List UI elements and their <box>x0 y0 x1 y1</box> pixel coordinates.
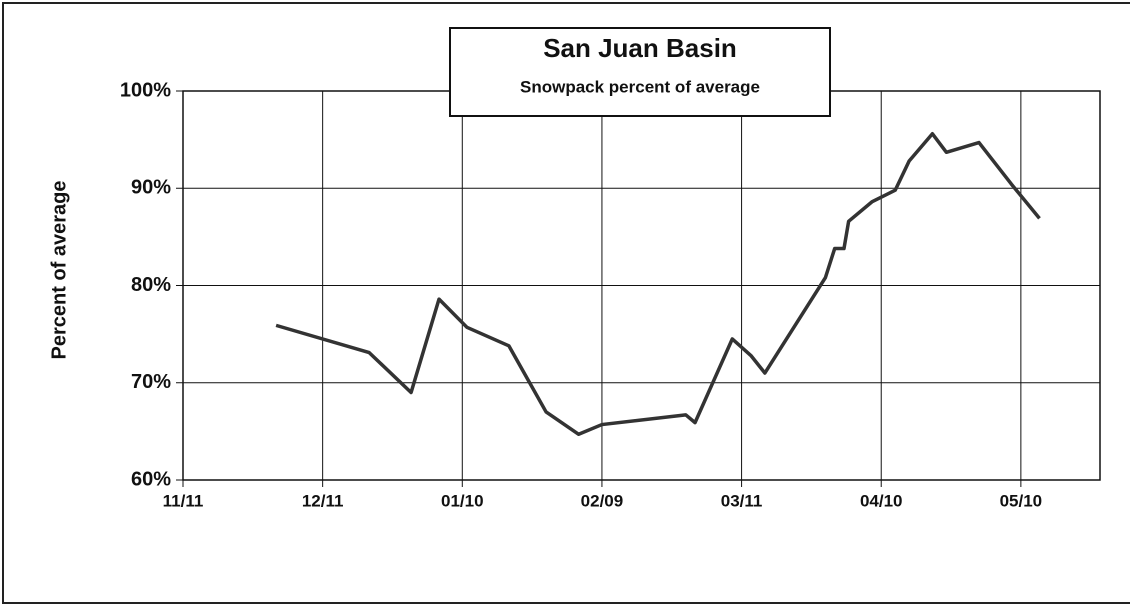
y-tick-label: 70% <box>131 371 171 393</box>
chart-subtitle: Snowpack percent of average <box>520 77 760 96</box>
x-tick-label: 05/10 <box>1000 491 1043 510</box>
x-tick-label: 04/10 <box>860 491 903 510</box>
chart-title: San Juan Basin <box>543 33 737 63</box>
x-tick-label: 03/11 <box>721 491 763 510</box>
y-tick-label: 80% <box>131 274 171 296</box>
x-tick-label: 02/09 <box>581 491 624 510</box>
y-tick-label: 100% <box>120 79 171 101</box>
title-box <box>449 27 831 117</box>
y-tick-label: 60% <box>131 468 171 490</box>
data-line <box>275 132 1041 437</box>
x-tick-label: 01/10 <box>441 491 484 510</box>
x-tick-label: 12/11 <box>302 491 344 510</box>
x-tick-label: 11/11 <box>163 491 204 510</box>
y-tick-label: 90% <box>131 177 171 199</box>
plot: 60% 70% 80% 90% 100% 11/11 12/11 01/10 02/09 03/1… <box>120 79 1101 510</box>
y-axis-label: Percent of average <box>48 181 70 360</box>
